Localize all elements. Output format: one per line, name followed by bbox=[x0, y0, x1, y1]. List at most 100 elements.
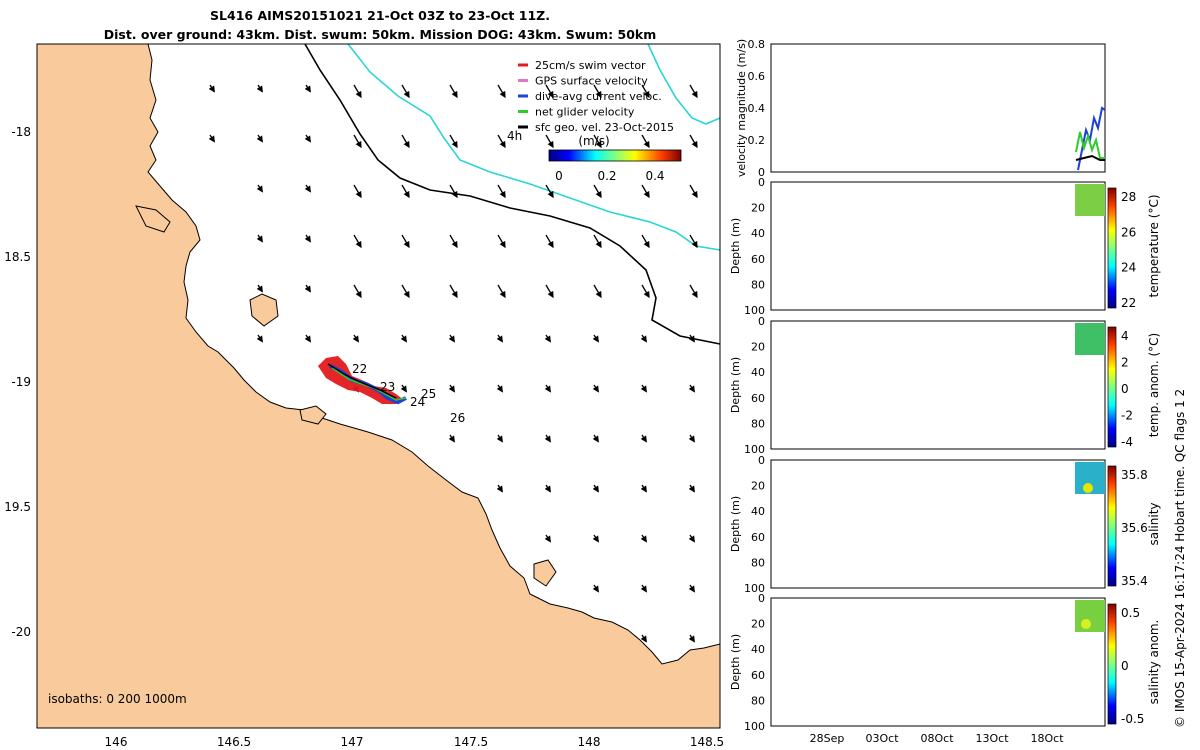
current-arrow bbox=[448, 434, 455, 443]
current-arrow bbox=[256, 184, 263, 193]
current-arrow bbox=[641, 184, 650, 199]
current-arrow bbox=[304, 134, 311, 143]
colorbar-tick: -0.5 bbox=[1121, 712, 1144, 726]
colorbar-label: salinity anom. bbox=[1147, 620, 1161, 705]
current-arrow bbox=[641, 234, 650, 249]
panel-frame bbox=[770, 181, 1106, 311]
day-label-25: 25 bbox=[421, 387, 436, 401]
current-arrow bbox=[688, 434, 695, 443]
time-tick: 28Sep bbox=[810, 732, 845, 745]
scale-label: 4h bbox=[507, 129, 522, 143]
current-arrow bbox=[545, 84, 554, 99]
current-arrow bbox=[256, 334, 263, 343]
panel-y-label: Depth (m) bbox=[729, 357, 742, 413]
panel-colorbar bbox=[1107, 465, 1117, 587]
panel-y-tick: 60 bbox=[751, 253, 765, 266]
current-arrow bbox=[256, 284, 263, 293]
day-label-26: 26 bbox=[450, 411, 465, 425]
panel-y-tick: 80 bbox=[751, 694, 765, 707]
current-arrow bbox=[640, 434, 647, 443]
colorbar-tick: 26 bbox=[1121, 225, 1136, 239]
current-arrow bbox=[545, 184, 554, 199]
current-arrow bbox=[689, 134, 698, 149]
isobath-200 bbox=[304, 43, 721, 345]
legend-entry: GPS surface velocity bbox=[535, 75, 648, 88]
map-title-line1: SL416 AIMS20151021 21-Oct 03Z to 23-Oct … bbox=[210, 8, 550, 23]
colorbar-tick: 35.8 bbox=[1121, 468, 1148, 482]
footer-credit: © IMOS 15-Apr-2024 16:17:24 Hobart time.… bbox=[1173, 389, 1187, 728]
island-hinchinbrook bbox=[135, 205, 171, 233]
island-small-1 bbox=[299, 405, 327, 425]
current-arrow bbox=[640, 584, 647, 593]
current-arrow bbox=[401, 84, 410, 99]
current-arrow bbox=[449, 234, 458, 249]
current-arrow bbox=[688, 534, 695, 543]
x-tick: 146.5 bbox=[217, 735, 251, 749]
current-arrow bbox=[544, 434, 551, 443]
current-arrow bbox=[304, 84, 311, 93]
panel-y-tick: 80 bbox=[751, 556, 765, 569]
current-arrow bbox=[353, 84, 362, 99]
current-arrow bbox=[400, 384, 407, 393]
current-arrow bbox=[353, 134, 362, 149]
colorbar-tick: 24 bbox=[1121, 261, 1136, 275]
current-arrow bbox=[688, 384, 695, 393]
current-arrow bbox=[544, 384, 551, 393]
isobaths-label: isobaths: 0 200 1000m bbox=[48, 692, 187, 706]
map-y-ticks: -18 18.5 -19 19.5 -20 bbox=[4, 125, 31, 639]
x-tick: 148 bbox=[578, 735, 601, 749]
current-arrow bbox=[545, 234, 554, 249]
map-legend: 25cm/s swim vector GPS surface velocity di… bbox=[507, 59, 682, 183]
panel-y-label: velocity magnitude (m/s) bbox=[735, 39, 748, 177]
panel-y-tick: 20 bbox=[751, 341, 765, 354]
colorbar-tick: 22 bbox=[1121, 296, 1136, 310]
colorbar-label: temperature (°C) bbox=[1147, 195, 1161, 298]
colorbar-label: (m/s) bbox=[578, 134, 609, 148]
current-arrow bbox=[544, 334, 551, 343]
current-arrow bbox=[400, 334, 407, 343]
x-tick: 147 bbox=[341, 735, 364, 749]
colorbar-tick: 4 bbox=[1121, 329, 1129, 343]
map-panel: 22 23 24 25 26 146 146.5 147 147.5 148 1… bbox=[4, 43, 724, 749]
x-tick: 147.5 bbox=[454, 735, 488, 749]
colorbar-tick: -4 bbox=[1121, 435, 1133, 449]
panel-y-tick: 100 bbox=[744, 304, 765, 317]
current-arrow bbox=[545, 134, 554, 149]
y-tick: -18 bbox=[11, 125, 31, 139]
panel-y-tick: 0 bbox=[758, 592, 765, 605]
time-tick: 13Oct bbox=[975, 732, 1009, 745]
island-small-2 bbox=[533, 559, 557, 587]
current-arrow bbox=[640, 484, 647, 493]
velocity-series-line bbox=[1075, 154, 1105, 161]
panel-y-tick: 20 bbox=[751, 480, 765, 493]
isobath-1000 bbox=[347, 43, 721, 251]
current-arrow bbox=[688, 634, 695, 643]
colorbar-tick: 35.6 bbox=[1121, 521, 1148, 535]
y-tick: -20 bbox=[11, 625, 31, 639]
current-arrow bbox=[208, 134, 215, 143]
current-arrow bbox=[640, 334, 647, 343]
current-arrow bbox=[688, 584, 695, 593]
current-arrow bbox=[208, 84, 215, 93]
panel-y-tick: 80 bbox=[751, 417, 765, 430]
current-arrow bbox=[353, 284, 362, 299]
current-arrow bbox=[640, 534, 647, 543]
current-arrow bbox=[688, 334, 695, 343]
time-tick: 08Oct bbox=[920, 732, 954, 745]
current-arrow bbox=[497, 234, 506, 249]
panel-y-tick: 60 bbox=[751, 669, 765, 682]
current-arrow bbox=[593, 134, 602, 149]
current-arrow bbox=[496, 434, 503, 443]
panel-y-tick: 60 bbox=[751, 531, 765, 544]
speed-colorbar bbox=[548, 149, 682, 162]
current-arrow bbox=[592, 584, 599, 593]
current-arrow bbox=[497, 184, 506, 199]
current-arrow bbox=[401, 134, 410, 149]
current-arrow bbox=[497, 134, 506, 149]
panel-y-tick: 0.6 bbox=[748, 70, 766, 83]
legend-entry: dive-avg current veloc. bbox=[535, 90, 662, 103]
colorbar-tick: 0 bbox=[1121, 659, 1129, 673]
current-arrow bbox=[641, 284, 650, 299]
isobath-1000-b bbox=[647, 43, 721, 125]
